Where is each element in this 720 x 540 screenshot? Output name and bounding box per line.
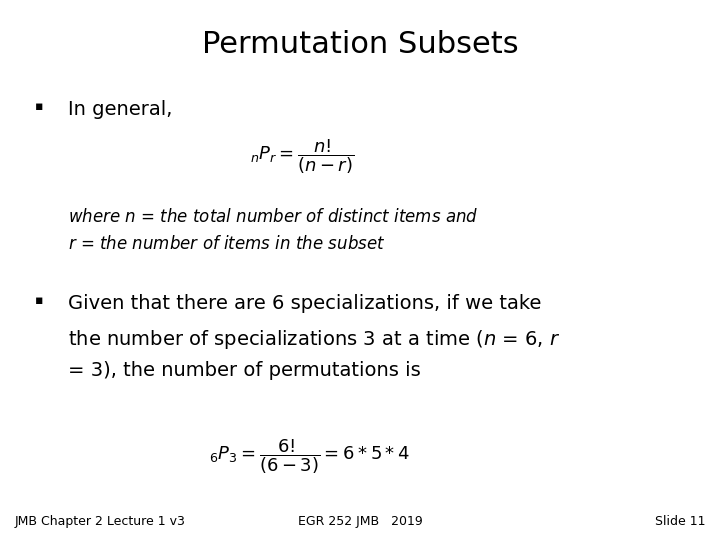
Text: = 3), the number of permutations is: = 3), the number of permutations is [68, 361, 421, 380]
Text: ${}_{n}P_{r} = \dfrac{n!}{(n-r)}$: ${}_{n}P_{r} = \dfrac{n!}{(n-r)}$ [251, 138, 354, 177]
Text: where $n$ = the total number of distinct items and: where $n$ = the total number of distinct… [68, 208, 479, 226]
Text: the number of specializations 3 at a time ($n$ = 6, $r$: the number of specializations 3 at a tim… [68, 328, 561, 351]
Text: Given that there are 6 specializations, if we take: Given that there are 6 specializations, … [68, 294, 541, 313]
Text: $r$ = the number of items in the subset: $r$ = the number of items in the subset [68, 235, 386, 253]
Text: JMB Chapter 2 Lecture 1 v3: JMB Chapter 2 Lecture 1 v3 [14, 515, 185, 528]
Text: In general,: In general, [68, 100, 173, 119]
Text: EGR 252 JMB   2019: EGR 252 JMB 2019 [297, 515, 423, 528]
Text: Slide 11: Slide 11 [655, 515, 706, 528]
Text: Permutation Subsets: Permutation Subsets [202, 30, 518, 59]
Text: ▪: ▪ [35, 100, 44, 113]
Text: ${}_{6}P_{3} = \dfrac{6!}{(6-3)} = 6*5*4$: ${}_{6}P_{3} = \dfrac{6!}{(6-3)} = 6*5*4… [209, 437, 410, 476]
Text: ▪: ▪ [35, 294, 44, 307]
